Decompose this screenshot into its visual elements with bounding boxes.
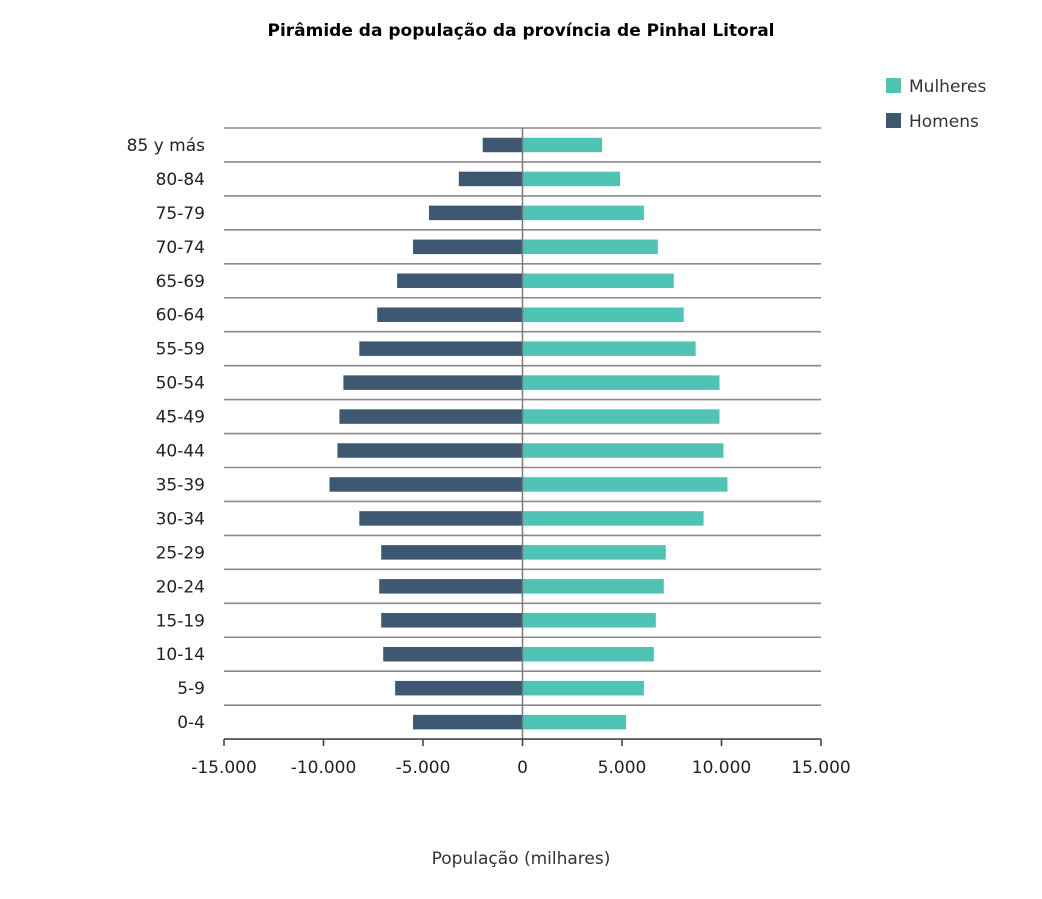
bar-mulheres-15	[522, 613, 656, 628]
x-tick-label: 10.000	[692, 758, 751, 778]
bar-homens-7	[359, 341, 523, 356]
bar-mulheres-16	[522, 646, 654, 662]
bar-mulheres-18	[522, 714, 626, 730]
category-label: 65-69	[156, 272, 205, 292]
bar-homens-15	[381, 613, 523, 628]
bar-mulheres-7	[522, 341, 696, 356]
bar-mulheres-9	[522, 409, 720, 424]
category-label: 80-84	[156, 170, 205, 190]
x-tick-label: 15.000	[791, 758, 850, 778]
bar-homens-18	[413, 714, 523, 730]
x-tick-label: -15.000	[191, 758, 257, 778]
category-label: 15-19	[156, 611, 205, 631]
bar-mulheres-6	[522, 307, 684, 322]
category-label: 0-4	[177, 713, 205, 733]
bar-mulheres-10	[522, 443, 724, 458]
legend: Mulheres Homens	[886, 77, 986, 132]
bar-mulheres-13	[522, 545, 666, 560]
bar-layer	[329, 137, 728, 730]
axis-layer	[223, 128, 822, 747]
tick-label-layer: -15.000 -10.000 -5.000 0 5.000 10.000 15.000	[191, 758, 851, 778]
category-label: 60-64	[156, 306, 205, 326]
bar-homens-8	[343, 375, 523, 390]
x-tick-label: -10.000	[291, 758, 357, 778]
bar-mulheres-14	[522, 579, 664, 594]
x-axis-title: População (milhares)	[432, 849, 611, 869]
category-label: 35-39	[156, 475, 205, 495]
chart-title: Pirâmide da população da província de Pi…	[268, 21, 775, 41]
bar-homens-12	[359, 511, 523, 526]
legend-label-homens: Homens	[909, 112, 979, 132]
bar-mulheres-11	[522, 477, 728, 492]
bar-homens-1	[482, 137, 523, 153]
category-label: 20-24	[156, 577, 205, 597]
category-label: 50-54	[156, 374, 205, 394]
bar-homens-4	[413, 239, 523, 255]
bar-mulheres-12	[522, 511, 704, 526]
legend-label-mulheres: Mulheres	[909, 77, 986, 97]
bar-mulheres-17	[522, 680, 644, 696]
category-label-layer: 85 y más 80-84 75-79 70-74 65-69 60-64 55-59 50…	[127, 136, 205, 733]
bar-homens-5	[397, 273, 523, 289]
category-label: 45-49	[156, 408, 205, 428]
x-tick-label: 5.000	[598, 758, 647, 778]
category-label: 40-44	[156, 442, 205, 462]
bar-homens-9	[339, 409, 523, 424]
category-label: 25-29	[156, 543, 205, 563]
bar-homens-17	[395, 680, 523, 696]
category-label: 75-79	[156, 204, 205, 224]
category-label: 10-14	[156, 645, 205, 665]
bar-mulheres-3	[522, 205, 644, 221]
bar-homens-6	[377, 307, 523, 322]
x-tick-label: 0	[517, 758, 528, 778]
bar-mulheres-1	[522, 137, 603, 153]
legend-swatch-mulheres	[886, 78, 901, 93]
category-label: 30-34	[156, 509, 205, 529]
bar-homens-10	[337, 443, 523, 458]
bar-mulheres-2	[522, 171, 621, 187]
bar-mulheres-8	[522, 375, 720, 390]
category-label: 85 y más	[127, 136, 205, 156]
bar-homens-16	[383, 646, 523, 662]
bar-homens-2	[458, 171, 523, 187]
category-label: 70-74	[156, 238, 205, 258]
x-tick-label: -5.000	[396, 758, 451, 778]
category-label: 5-9	[177, 679, 205, 699]
legend-swatch-homens	[886, 113, 901, 128]
bar-homens-3	[428, 205, 523, 221]
bar-homens-14	[379, 579, 523, 594]
bar-homens-13	[381, 545, 523, 560]
bar-homens-11	[329, 477, 523, 492]
bar-mulheres-5	[522, 273, 674, 289]
bar-mulheres-4	[522, 239, 658, 255]
category-label: 55-59	[156, 340, 205, 360]
